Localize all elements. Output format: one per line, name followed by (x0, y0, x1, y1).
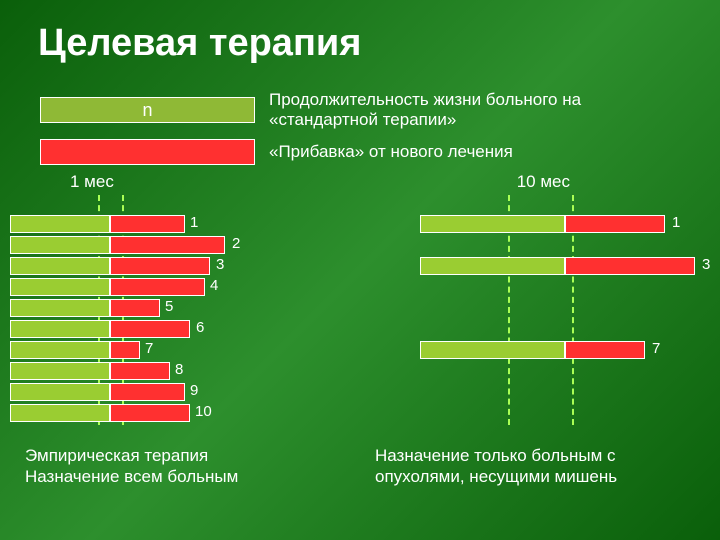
marker-10mes: 10 мес (517, 172, 570, 192)
bar-base (10, 278, 110, 296)
bar-gain (110, 383, 185, 401)
legend: n Продолжительность жизни больного на «с… (40, 90, 690, 173)
bar-label: 8 (175, 361, 183, 378)
legend-gain-text: «Прибавка» от нового лечения (269, 142, 690, 162)
bar-row: 1 (10, 215, 350, 233)
bar-gain (110, 257, 210, 275)
chart-right: 1 3 7 (420, 215, 710, 425)
bar-row (420, 236, 710, 254)
bar-base (420, 215, 565, 233)
caption-left-line1: Эмпирическая терапия (25, 445, 238, 466)
legend-n: n (41, 98, 254, 122)
bar-gain (110, 341, 140, 359)
bar-row: 7 (420, 341, 710, 359)
legend-base-text: Продолжительность жизни больного на «ста… (269, 90, 690, 131)
bar-label: 3 (702, 256, 710, 273)
bar-gain (110, 278, 205, 296)
bar-gain (110, 404, 190, 422)
bar-row: 7 (10, 341, 350, 359)
bar-label: 10 (195, 403, 212, 420)
bar-row (420, 278, 710, 296)
bar-row: 3 (10, 257, 350, 275)
bar-row (420, 299, 710, 317)
bar-gain (110, 236, 225, 254)
bar-base (10, 236, 110, 254)
bar-row (420, 320, 710, 338)
caption-left: Эмпирическая терапия Назначение всем бол… (25, 445, 238, 488)
bar-base (10, 257, 110, 275)
legend-gain-box (40, 139, 255, 165)
caption-right-line1: Назначение только больным с (375, 445, 617, 466)
bar-label: 2 (232, 235, 240, 252)
bar-base (10, 215, 110, 233)
bar-row: 8 (10, 362, 350, 380)
bar-row: 3 (420, 257, 710, 275)
bar-label: 4 (210, 277, 218, 294)
bar-label: 1 (190, 214, 198, 231)
bar-label: 3 (216, 256, 224, 273)
bar-gain (565, 215, 665, 233)
bar-row: 2 (10, 236, 350, 254)
bar-base (10, 299, 110, 317)
chart-left: 12345678910 (10, 215, 350, 425)
bar-row (420, 383, 710, 401)
bar-gain (110, 215, 185, 233)
bar-label: 9 (190, 382, 198, 399)
bar-label: 7 (652, 340, 660, 357)
marker-1mes: 1 мес (70, 172, 114, 192)
bar-base (10, 362, 110, 380)
bar-row: 1 (420, 215, 710, 233)
bar-row (420, 362, 710, 380)
bar-gain (110, 320, 190, 338)
bar-label: 1 (672, 214, 680, 231)
caption-right: Назначение только больным с опухолями, н… (375, 445, 617, 488)
bar-base (420, 341, 565, 359)
bar-base (10, 383, 110, 401)
bar-gain (565, 341, 645, 359)
bar-base (10, 341, 110, 359)
bar-row: 5 (10, 299, 350, 317)
legend-base-box: n (40, 97, 255, 123)
bar-gain (565, 257, 695, 275)
bar-label: 5 (165, 298, 173, 315)
bar-base (10, 320, 110, 338)
bar-row: 6 (10, 320, 350, 338)
bar-gain (110, 362, 170, 380)
bar-label: 6 (196, 319, 204, 336)
bar-gain (110, 299, 160, 317)
bar-row: 4 (10, 278, 350, 296)
bar-row: 9 (10, 383, 350, 401)
caption-left-line2: Назначение всем больным (25, 466, 238, 487)
bar-row: 10 (10, 404, 350, 422)
bar-row (420, 404, 710, 422)
bar-base (10, 404, 110, 422)
page-title: Целевая терапия (0, 0, 720, 65)
bar-label: 7 (145, 340, 153, 357)
bar-base (420, 257, 565, 275)
caption-right-line2: опухолями, несущими мишень (375, 466, 617, 487)
